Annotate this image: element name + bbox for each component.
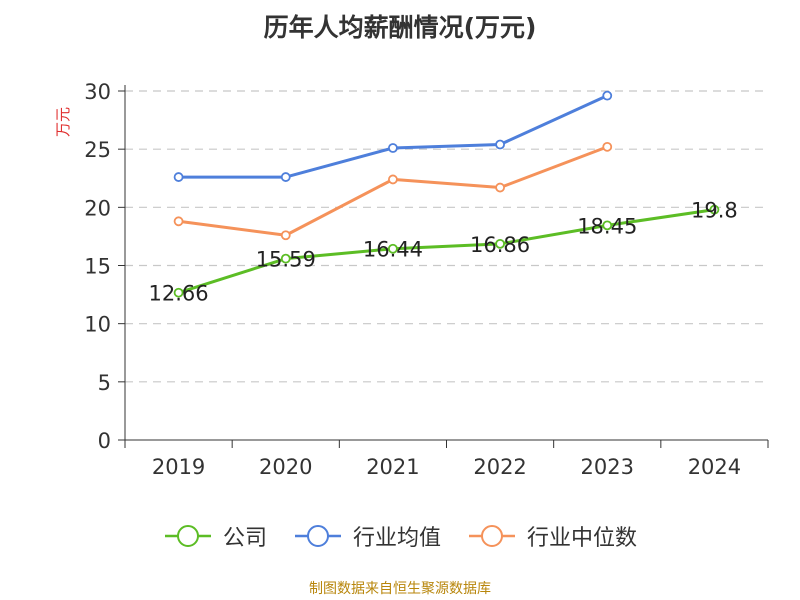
y-tick-label: 10 [84,313,111,337]
y-tick-label: 20 [84,196,111,220]
x-tick-label: 2020 [259,455,312,479]
data-label: 19.8 [691,199,738,223]
data-point [388,143,398,153]
axis-layer: 0 5 10 15 20 25 30 2019 2020 2021 2022 2023 2024 万元 [54,80,769,479]
data-point [602,141,613,152]
legend-label: 行业均值 [352,526,441,551]
source-note: 制图数据来自恒生聚源数据库 [309,581,491,597]
data-label: 18.45 [577,214,637,238]
data-label: 12.66 [149,282,209,306]
y-tick-label: 25 [84,138,111,162]
series-layer [173,90,720,298]
legend-item[interactable]: 公司 [163,520,267,552]
legend-item[interactable]: 行业均值 [293,520,441,552]
legend-swatch-icon [294,525,341,547]
x-tick-label: 2019 [152,455,205,479]
y-tick-label: 5 [98,371,111,395]
data-point [173,287,184,298]
data-label: 15.59 [256,248,316,272]
data-point [173,172,184,182]
series-line-1 [178,94,608,179]
legend-label: 行业中位数 [527,526,638,551]
data-point [495,139,505,150]
chart-title: 历年人均薪酬情况(万元) [263,13,537,42]
legend-label: 公司 [222,526,267,551]
y-tick-label: 15 [84,255,111,279]
data-label: 16.86 [470,233,530,257]
x-tick-label: 2021 [366,455,419,479]
series-line-2 [178,145,608,237]
data-point [388,243,398,254]
data-point [709,204,720,215]
x-tick-label: 2022 [473,455,526,479]
legend-item[interactable]: 行业中位数 [467,520,637,552]
data-point [495,238,505,249]
grid-layer [125,90,768,383]
data-label: 16.44 [363,238,423,262]
y-axis-label: 万元 [54,107,72,137]
x-tick-label: 2023 [581,455,634,479]
data-point [280,253,291,264]
y-tick-label: 0 [98,429,111,453]
data-label-layer: 12.66 15.59 16.44 16.86 18.45 19.8 [149,199,738,306]
legend: 公司 行业均值 行业中位数 [0,520,800,552]
data-point [388,174,398,185]
data-point [602,90,613,101]
data-point [280,230,291,241]
data-point [173,216,184,227]
legend-swatch-icon [164,525,211,547]
data-point [495,182,505,193]
y-tick-label: 30 [84,80,111,104]
legend-swatch-icon [469,525,515,547]
data-point [602,220,613,231]
data-point [280,172,291,182]
series-line-0 [178,208,715,295]
x-tick-label: 2024 [688,455,741,479]
